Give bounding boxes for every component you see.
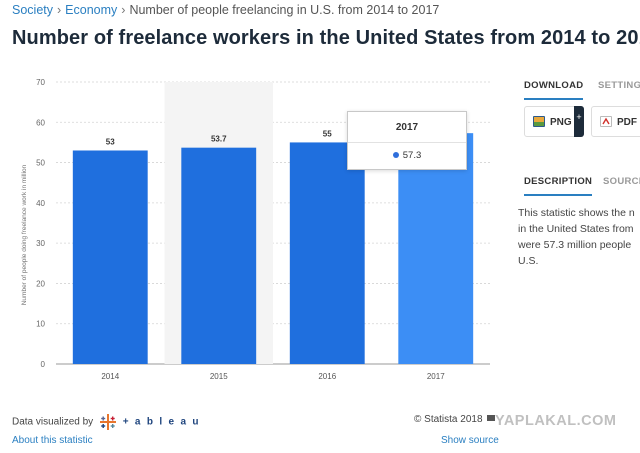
pdf-label: PDF (617, 117, 637, 128)
breadcrumb-economy-link[interactable]: Economy (65, 3, 118, 17)
description-text: This statistic shows the n in the United… (518, 205, 640, 269)
tableau-logo-icon (99, 414, 116, 430)
y-tick-label: 10 (36, 320, 45, 329)
visualized-by-label: Data visualized by (12, 416, 94, 428)
x-tick-label: 2017 (427, 372, 445, 381)
watermark: YAPLAKAL.COM (495, 413, 617, 429)
x-tick-label: 2014 (101, 372, 119, 381)
bar-2017 (398, 133, 474, 364)
chart-tooltip: 2017 57.3 (347, 111, 467, 170)
png-plus-tab[interactable]: + (574, 106, 584, 137)
description-line: were 57.3 million people (518, 239, 632, 251)
y-tick-label: 0 (41, 360, 46, 369)
description-line: U.S. (518, 255, 539, 267)
tab-settings[interactable]: SETTINGS (598, 80, 640, 91)
breadcrumb-separator: › (121, 3, 126, 17)
pdf-file-icon (600, 116, 612, 127)
description-line: This statistic shows the n (518, 207, 635, 219)
download-tabs: DOWNLOAD SETTINGS (518, 70, 640, 100)
bar-value-label: 55 (323, 129, 332, 138)
breadcrumb: Society › Economy › Number of people freelan… (12, 3, 439, 17)
tooltip-value: 57.3 (402, 150, 422, 161)
copyright-text: © Statista 2018 (414, 414, 483, 425)
data-visualized-by: Data visualized by + a b l e a u (12, 414, 200, 430)
tab-source[interactable]: SOURCE (603, 176, 640, 187)
tooltip-body: 57.3 (348, 143, 466, 169)
pdf-download-button[interactable]: PDF (591, 106, 640, 137)
png-label: PNG (550, 117, 572, 128)
bar-value-label: 53 (106, 137, 115, 146)
copyright: © Statista 2018 (414, 414, 496, 425)
tooltip-series-dot (392, 152, 399, 158)
info-tabs: DESCRIPTION SOURCE (518, 166, 640, 196)
png-image-icon (533, 116, 545, 127)
tableau-wordmark: + a b l e a u (122, 416, 201, 428)
bar-2015 (181, 147, 257, 364)
y-tick-label: 30 (36, 239, 45, 248)
tab-description[interactable]: DESCRIPTION (524, 176, 593, 196)
description-line: in the United States from (518, 223, 634, 235)
side-panel: DOWNLOAD SETTINGS PNG + PDF DESCRIPTION … (518, 70, 640, 270)
bar-chart: 0 10 20 30 40 50 60 70 2014 2015 2016 2017 53 53.7 5… (21, 78, 490, 381)
bar-value-label: 53.7 (211, 135, 227, 144)
breadcrumb-current: Number of people freelancing in U.S. fro… (129, 3, 440, 17)
y-axis-label: Number of people doing freelance work in… (21, 164, 28, 305)
y-tick-label: 40 (36, 199, 45, 208)
page-title: Number of freelance workers in the Unite… (12, 27, 640, 49)
y-tick-label: 50 (36, 159, 45, 168)
tab-download[interactable]: DOWNLOAD (524, 80, 584, 100)
breadcrumb-society-link[interactable]: Society (12, 3, 53, 17)
y-tick-label: 60 (36, 118, 45, 127)
show-source-link[interactable]: Show source (441, 435, 499, 446)
png-download-button[interactable]: PNG + (524, 106, 584, 137)
y-tick-label: 70 (36, 78, 45, 87)
y-tick-label: 20 (36, 279, 45, 288)
tooltip-title: 2017 (348, 112, 466, 143)
bar-2016 (289, 142, 365, 364)
breadcrumb-separator: › (57, 3, 62, 17)
bar-2014 (72, 150, 148, 364)
about-statistic-link[interactable]: About this statistic (12, 435, 93, 446)
x-tick-label: 2015 (210, 372, 228, 381)
x-tick-label: 2016 (318, 372, 336, 381)
flag-icon (487, 415, 496, 421)
